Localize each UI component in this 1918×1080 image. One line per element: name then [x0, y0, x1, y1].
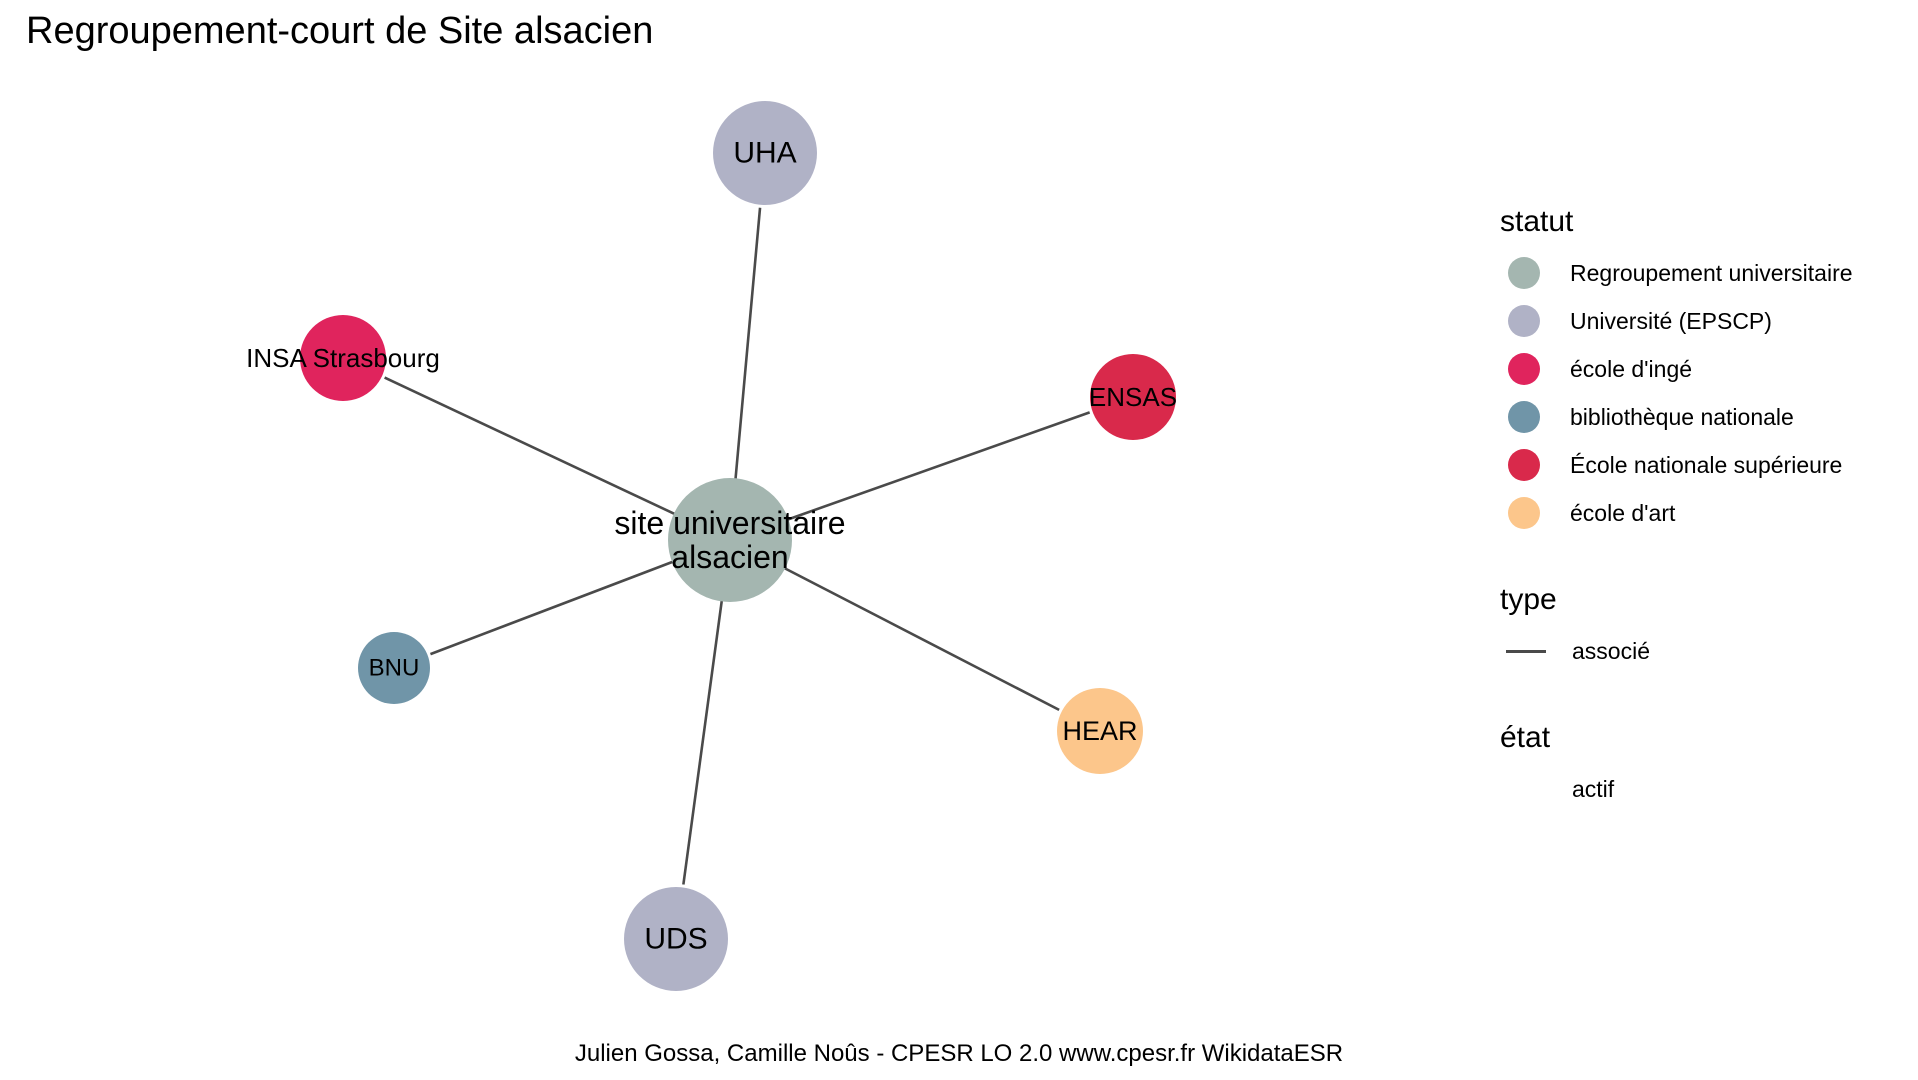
edge-center-uha [733, 207, 762, 483]
legend-statut-label: École nationale supérieure [1570, 451, 1843, 478]
node-label-uha: UHA [733, 137, 796, 170]
legend-statut-item: école d'ingé [1500, 345, 1910, 393]
node-label-insa: INSA Strasbourg [246, 343, 440, 373]
node-label-center: alsacien [671, 539, 788, 575]
legend-type: type associé [1500, 583, 1910, 675]
legend-type-item: associé [1500, 627, 1910, 675]
legend-etat-item: actif [1500, 765, 1910, 813]
node-label-center: site universitaire [614, 505, 845, 541]
edges-layer [384, 207, 1091, 885]
node-bnu: BNU [358, 632, 430, 704]
legend-statut: statut Regroupement universitaire Univers… [1500, 205, 1910, 537]
legend-swatch [1508, 353, 1540, 385]
legend-statut-label: bibliothèque nationale [1570, 403, 1794, 430]
legend-statut-label: Regroupement universitaire [1570, 259, 1853, 286]
diagram-title: Regroupement-court de Site alsacien [26, 10, 654, 52]
legend-etat-label: actif [1572, 775, 1615, 802]
edge-center-uds [682, 597, 724, 885]
node-uha: UHA [713, 101, 817, 205]
edge-center-hear [780, 565, 1060, 712]
legend: statut Regroupement universitaire Univers… [1500, 205, 1910, 859]
node-label-hear: HEAR [1062, 716, 1137, 746]
legend-swatch [1508, 257, 1540, 289]
legend-statut-item: École nationale supérieure [1500, 441, 1910, 489]
legend-statut-label: école d'art [1570, 499, 1676, 526]
node-circle-ensas [1090, 354, 1176, 440]
legend-type-label: associé [1572, 637, 1650, 664]
node-label-uds: UDS [644, 923, 707, 956]
legend-statut-label: école d'ingé [1570, 355, 1693, 382]
legend-statut-item: bibliothèque nationale [1500, 393, 1910, 441]
legend-line-swatch [1506, 649, 1546, 653]
legend-swatch [1508, 449, 1540, 481]
legend-swatch [1508, 401, 1540, 433]
legend-statut-items: Regroupement universitaire Université (EP… [1500, 249, 1910, 537]
legend-swatch [1508, 305, 1540, 337]
legend-statut-item: Université (EPSCP) [1500, 297, 1910, 345]
node-label-ensas: ENSAS [1089, 382, 1177, 412]
legend-swatch [1508, 497, 1540, 529]
edge-center-insa [384, 376, 679, 517]
legend-statut-item: école d'art [1500, 489, 1910, 537]
node-ensas: ENSAS [1089, 354, 1177, 440]
node-circle-hear [1057, 688, 1143, 774]
node-circle-uds [624, 887, 728, 991]
legend-blank-swatch [1506, 788, 1546, 791]
legend-type-title: type [1500, 583, 1557, 616]
node-hear: HEAR [1057, 688, 1143, 774]
legend-statut-item: Regroupement universitaire [1500, 249, 1910, 297]
legend-etat-items: actif [1500, 765, 1910, 813]
node-uds: UDS [624, 887, 728, 991]
legend-statut-title: statut [1500, 205, 1574, 238]
legend-etat: état actif [1500, 721, 1910, 813]
node-circle-center [668, 478, 792, 602]
node-insa: INSA Strasbourg [246, 315, 440, 401]
node-circle-uha [713, 101, 817, 205]
legend-type-items: associé [1500, 627, 1910, 675]
node-label-bnu: BNU [369, 655, 420, 682]
caption: Julien Gossa, Camille Noûs - CPESR LO 2.… [574, 1040, 1344, 1067]
legend-etat-title: état [1500, 721, 1551, 754]
node-circle-insa [300, 315, 386, 401]
legend-statut-label: Université (EPSCP) [1570, 307, 1772, 334]
edge-center-ensas [784, 411, 1091, 522]
node-circle-bnu [358, 632, 430, 704]
edge-center-bnu [429, 559, 677, 656]
